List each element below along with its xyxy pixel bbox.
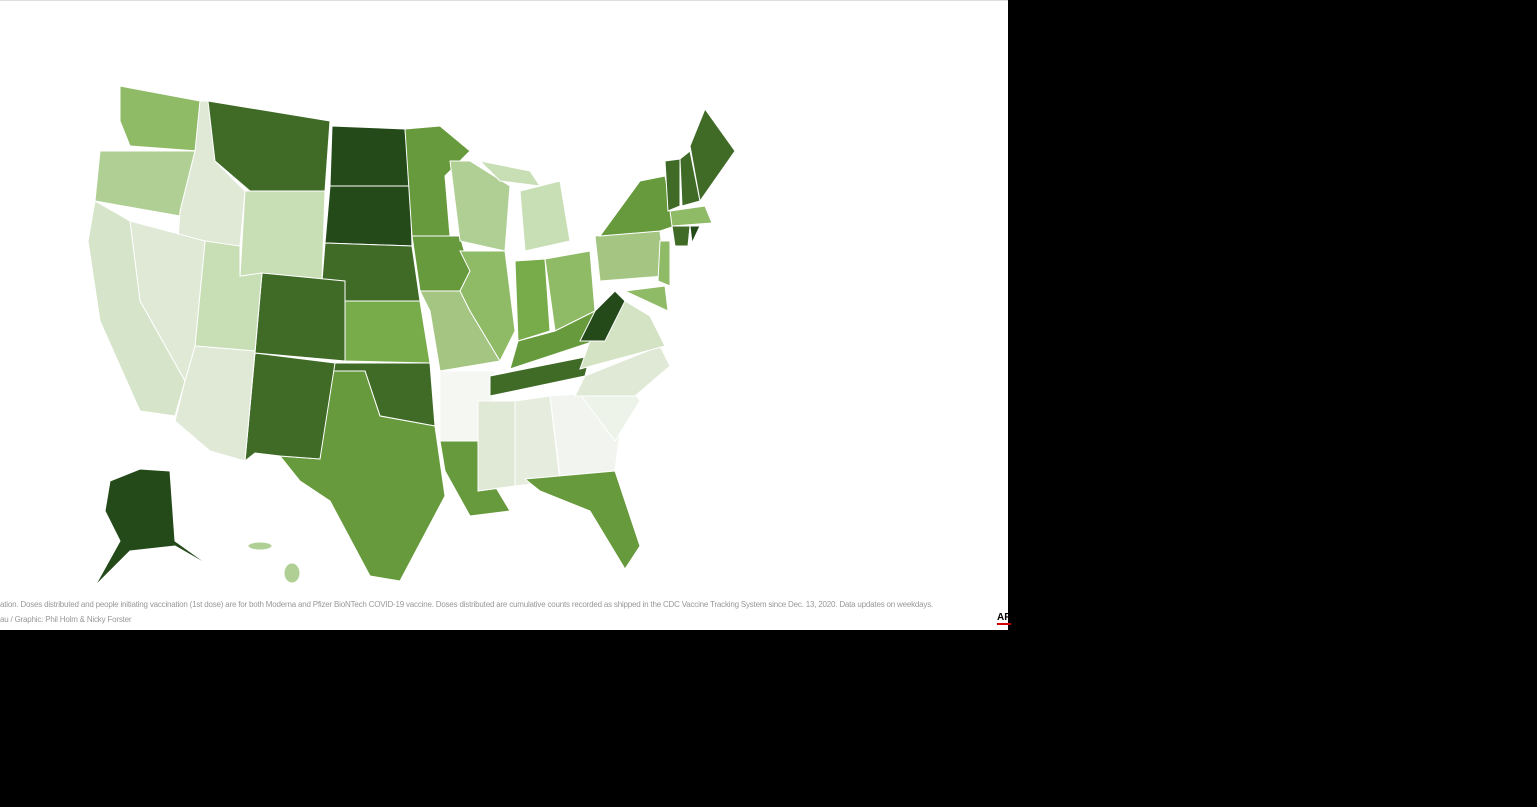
state-wa — [119, 85, 201, 152]
state-hi-islands — [247, 541, 273, 551]
footnote-credit: au / Graphic: Phil Holm & Nicky Forster — [0, 615, 132, 624]
state-fl — [523, 470, 641, 570]
state-ak — [94, 468, 211, 587]
state-nj — [657, 240, 671, 287]
state-il — [459, 250, 516, 363]
state-me — [689, 107, 736, 203]
logo: AP — [997, 612, 1011, 625]
state-hi — [283, 562, 301, 584]
state-wy — [239, 190, 326, 282]
state-tn — [489, 355, 591, 397]
state-ks — [344, 300, 431, 364]
state-ga — [549, 393, 621, 477]
state-ri — [689, 225, 701, 245]
state-ia — [411, 235, 471, 292]
state-ms — [477, 400, 516, 492]
state-ma — [669, 205, 713, 227]
map-panel: ation. Doses distributed and people init… — [0, 0, 1011, 630]
state-nm — [244, 352, 336, 463]
state-wi — [449, 160, 511, 252]
state-nd — [329, 125, 411, 187]
state-mi-up — [478, 160, 542, 187]
state-ca — [87, 200, 186, 417]
state-pa — [594, 230, 666, 282]
state-in — [514, 258, 551, 342]
footnote-note: ation. Doses distributed and people init… — [0, 600, 934, 609]
state-ct — [671, 225, 691, 247]
state-co — [254, 272, 346, 362]
state-ny — [598, 175, 676, 237]
state-md — [623, 285, 669, 312]
state-mi — [519, 180, 571, 252]
state-sd — [324, 185, 413, 247]
state-or — [94, 150, 196, 217]
state-vt — [664, 158, 681, 212]
state-wv — [579, 290, 626, 342]
us-map — [87, 85, 736, 587]
